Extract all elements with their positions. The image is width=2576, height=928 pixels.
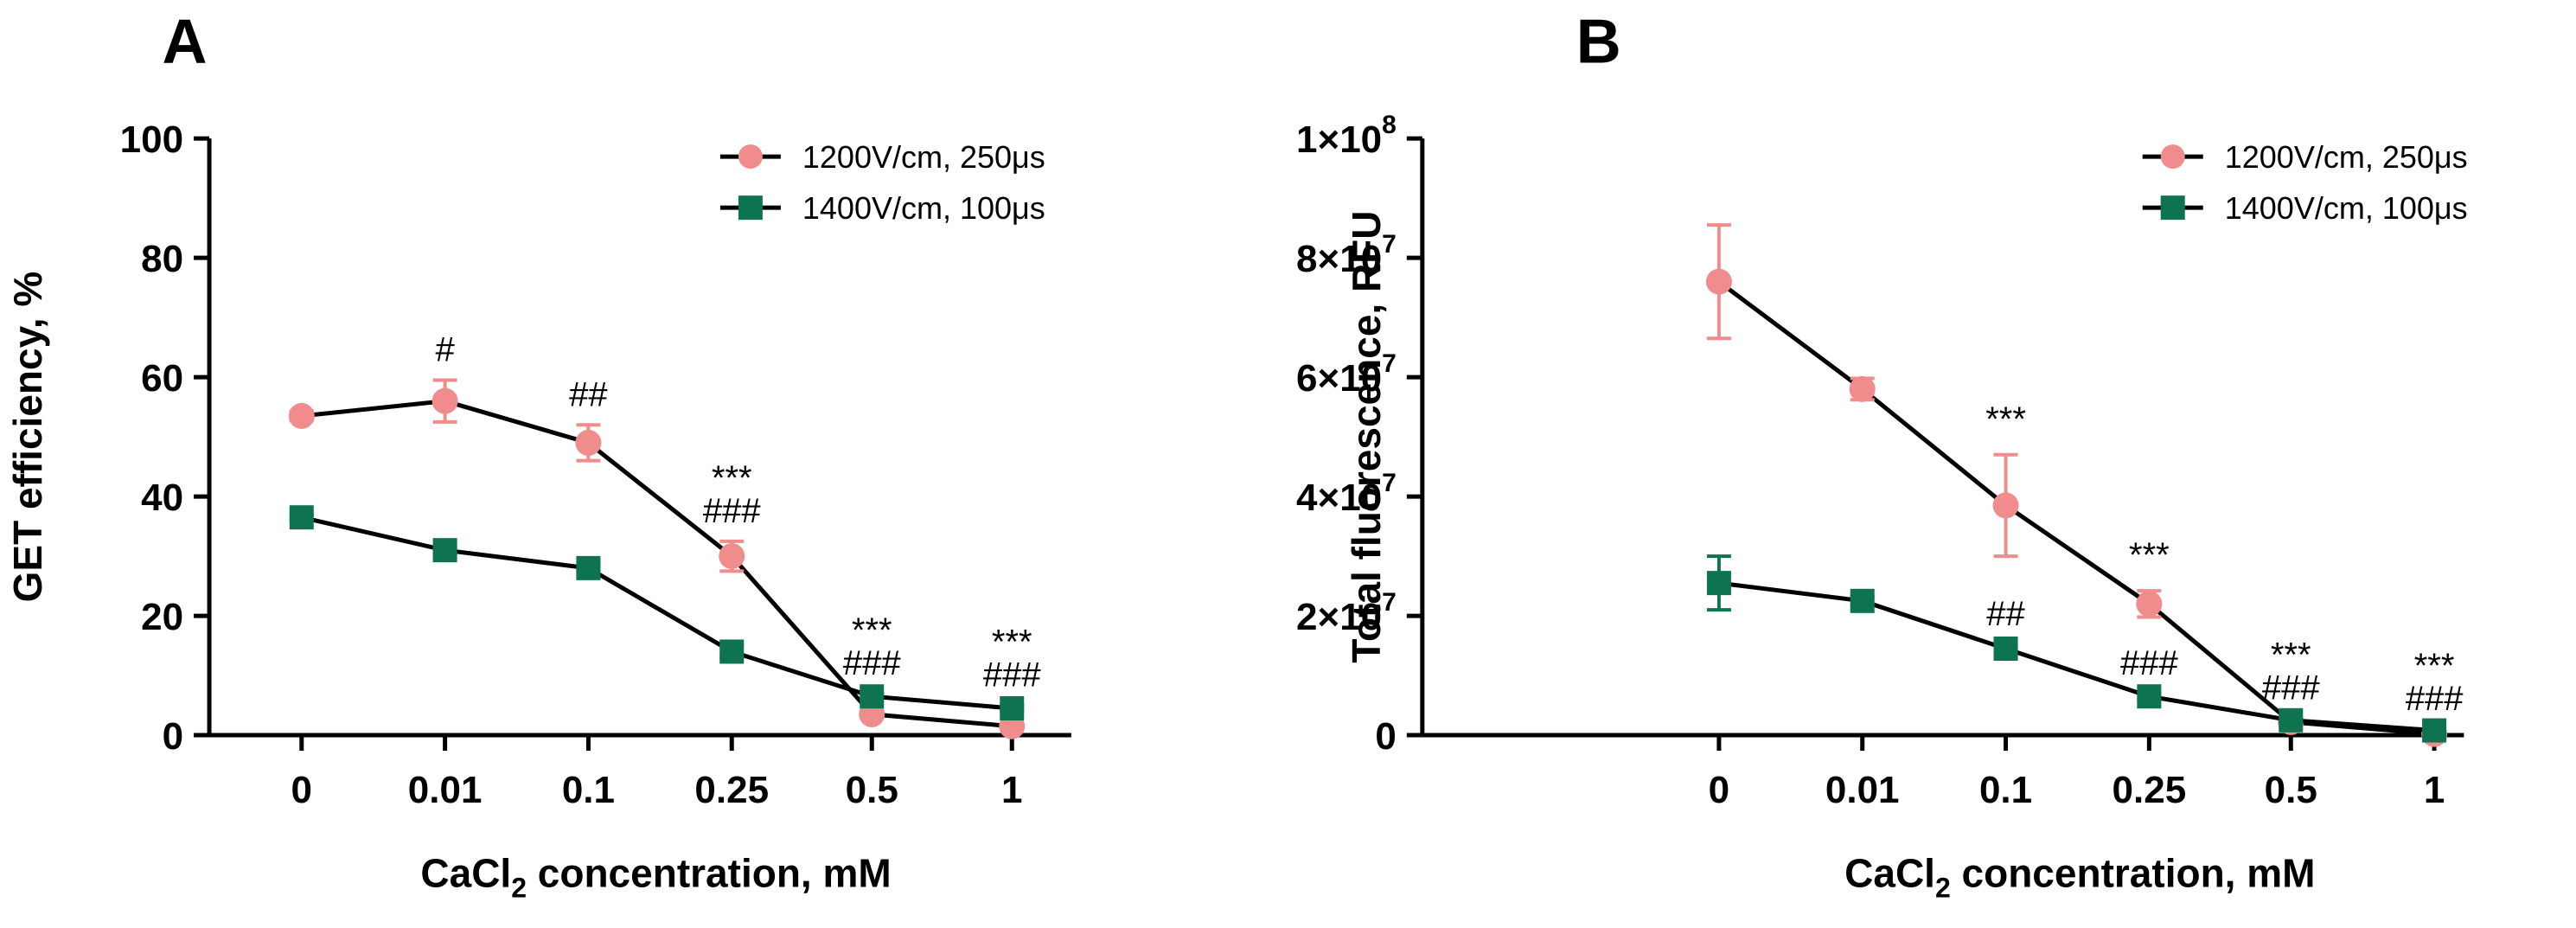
- data-point-square: [719, 639, 745, 664]
- data-point-circle: [288, 402, 315, 429]
- chart-b-svg: B 0 2×107 4×107 6×107 8×107 1×108 0 0.01 0.1 0.25 0…: [1296, 7, 2468, 903]
- y-tick-label: 60: [141, 357, 183, 400]
- significance-label: ***: [2271, 637, 2311, 675]
- data-point-square: [576, 555, 601, 580]
- data-point-square: [860, 684, 885, 709]
- series-line-1: [301, 399, 1013, 729]
- legend-marker-circle: [738, 144, 763, 170]
- y-tick-label: 2×107: [1296, 588, 1397, 638]
- panel-letter: B: [1576, 7, 1621, 76]
- significance-label: #: [435, 331, 455, 369]
- x-tick-label: 1: [1001, 769, 1022, 811]
- legend-label: 1200V/cm, 250μs: [2225, 139, 2468, 175]
- x-tick-label: 0.1: [562, 769, 615, 811]
- significance-label: ***: [992, 624, 1032, 662]
- data-point-circle: [2136, 591, 2163, 618]
- significance-label: ***: [2129, 536, 2170, 574]
- legend-label: 1400V/cm, 100μs: [802, 190, 1045, 226]
- x-tick-label: 0: [291, 769, 312, 811]
- data-point-circle: [1992, 492, 2019, 519]
- legend-label: 1200V/cm, 250μs: [802, 139, 1045, 175]
- significance-label: ##: [1986, 595, 2025, 633]
- panel-letter: A: [162, 7, 207, 76]
- x-tick-label: 0.5: [2265, 769, 2317, 811]
- y-tick-label: 1×108: [1296, 111, 1397, 161]
- data-point-square: [2137, 684, 2162, 709]
- significance-label: ###: [843, 644, 901, 682]
- x-tick-label: 0: [1709, 769, 1729, 811]
- y-tick-label: 0: [163, 715, 183, 758]
- y-tick-label: 80: [141, 238, 183, 280]
- data-point-square: [1706, 571, 1731, 596]
- data-point-circle: [575, 429, 602, 456]
- y-tick-label: 20: [141, 596, 183, 638]
- significance-label: ***: [712, 459, 752, 497]
- y-tick-label: 100: [120, 118, 183, 161]
- series-line-1: [1717, 279, 2435, 737]
- y-tick-label: 40: [141, 477, 183, 519]
- data-point-square: [2279, 707, 2304, 733]
- data-point-square: [2422, 718, 2447, 743]
- legend-marker-square: [738, 195, 763, 221]
- x-tick-label: 0.25: [694, 769, 769, 811]
- y-tick-label: 6×107: [1296, 349, 1397, 400]
- data-point-circle: [1849, 375, 1876, 402]
- y-tick-label: 4×107: [1296, 469, 1397, 519]
- x-axis-title: CaCl2 concentration, mM: [1844, 850, 2315, 903]
- y-axis-title: GET efficiency, %: [5, 272, 50, 603]
- x-tick-label: 0.01: [1825, 769, 1900, 811]
- series-line-2: [301, 515, 1013, 711]
- x-tick-label: 0.01: [408, 769, 483, 811]
- chart-panel-a: A 0 20 40 60 80 100 0 0.01 0.1 0.25 0.5 1 GET efficie…: [0, 0, 1280, 928]
- data-point-circle: [431, 387, 458, 414]
- x-tick-label: 1: [2424, 769, 2445, 811]
- x-tick-label: 0.1: [1979, 769, 2032, 811]
- significance-label: ###: [2120, 644, 2178, 682]
- data-point-square: [1850, 588, 1875, 613]
- legend-marker-circle: [2160, 144, 2185, 170]
- x-axis-title: CaCl2 concentration, mM: [420, 850, 891, 903]
- legend-marker-square: [2160, 195, 2185, 221]
- x-tick-label: 0.5: [846, 769, 898, 811]
- y-axis-title: Total fluorescence, RFU: [1344, 211, 1389, 663]
- significance-label: ##: [569, 375, 608, 413]
- significance-label: ###: [983, 656, 1041, 694]
- data-point-square: [289, 505, 314, 530]
- data-point-square: [432, 538, 457, 563]
- significance-label: ***: [2414, 647, 2455, 685]
- series-line-2: [1718, 580, 2435, 733]
- significance-label: ###: [703, 492, 761, 530]
- data-point-square: [1000, 696, 1025, 721]
- data-point-circle: [719, 543, 745, 570]
- significance-label: ***: [852, 611, 892, 650]
- significance-label: ###: [2406, 680, 2464, 718]
- data-point-circle: [1705, 268, 1732, 295]
- y-tick-label: 8×107: [1296, 230, 1397, 280]
- significance-label: ***: [1985, 400, 2026, 438]
- significance-label: ###: [2262, 669, 2320, 707]
- y-tick-label: 0: [1375, 715, 1396, 758]
- x-tick-label: 0.25: [2113, 769, 2187, 811]
- legend-label: 1400V/cm, 100μs: [2225, 190, 2468, 226]
- chart-a-svg: A 0 20 40 60 80 100 0 0.01 0.1 0.25 0.5 1 GET efficie…: [5, 7, 1071, 903]
- chart-panel-b: B 0 2×107 4×107 6×107 8×107 1×108 0 0.01 0.1 0.25 0…: [1280, 0, 2576, 928]
- data-point-square: [1993, 637, 2018, 662]
